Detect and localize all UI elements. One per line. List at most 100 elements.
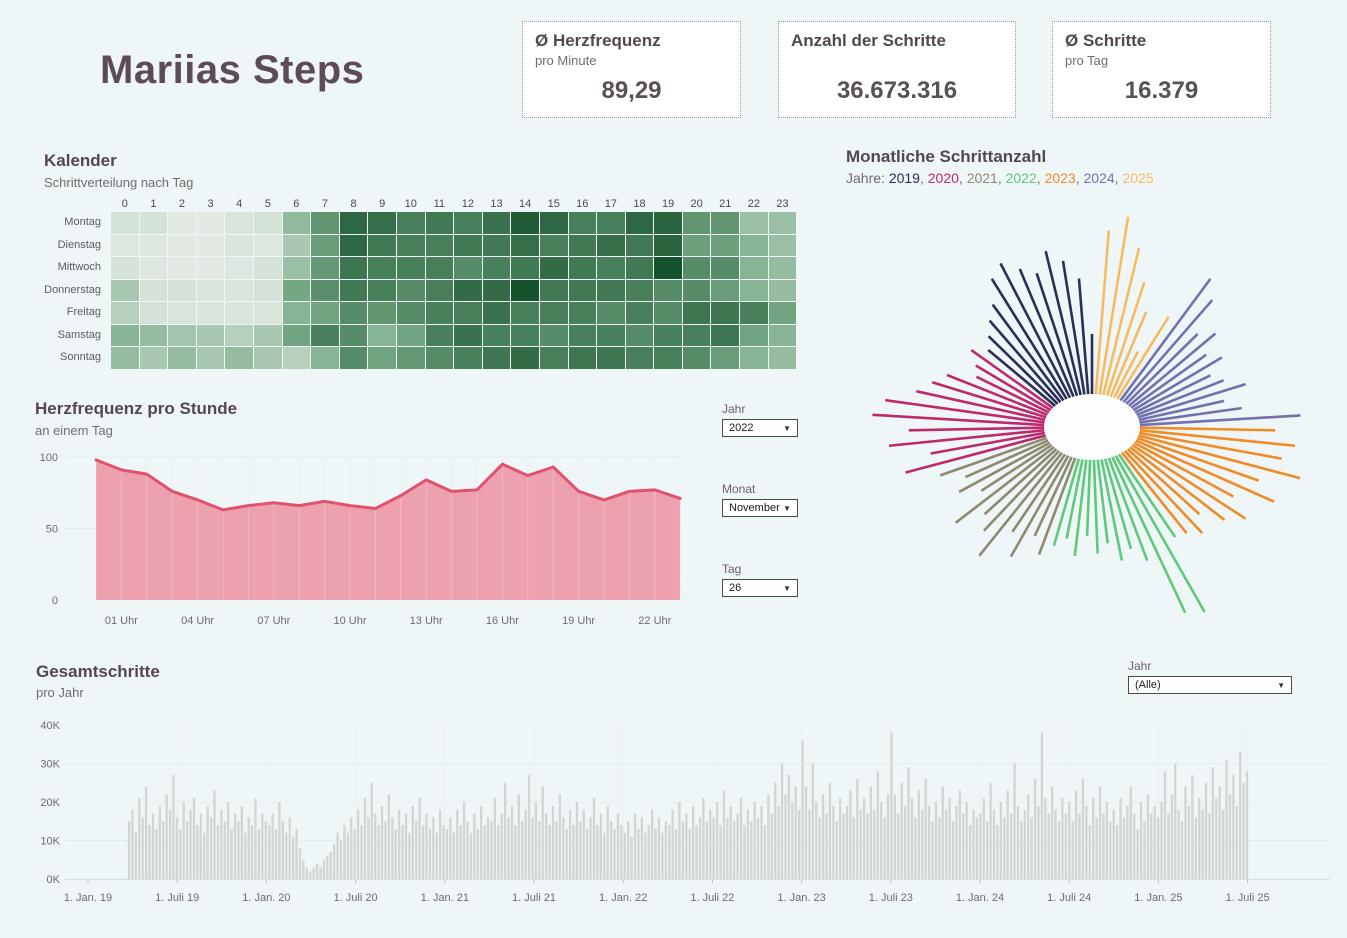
heatmap-cell[interactable] (196, 234, 225, 256)
heatmap-cell[interactable] (311, 324, 339, 346)
heatmap-cell[interactable] (454, 347, 482, 369)
heatmap-cell[interactable] (111, 324, 139, 346)
heatmap-cell[interactable] (111, 257, 139, 279)
heatmap-cell[interactable] (139, 234, 168, 256)
heatmap-cell[interactable] (396, 279, 425, 301)
heatmap-cell[interactable] (711, 279, 740, 301)
heatmap-cell[interactable] (511, 302, 539, 324)
heatmap-cell[interactable] (511, 257, 539, 279)
heatmap-cell[interactable] (396, 347, 425, 369)
heatmap-cell[interactable] (253, 257, 282, 279)
heatmap-cell[interactable] (253, 279, 282, 301)
heatmap-cell[interactable] (740, 257, 768, 279)
filter-jahr-alle-dropdown[interactable]: (Alle) ▼ (1128, 676, 1292, 694)
heatmap-cell[interactable] (568, 234, 597, 256)
heatmap-cell[interactable] (682, 234, 711, 256)
heatmap-cell[interactable] (654, 279, 682, 301)
heatmap-cell[interactable] (139, 212, 168, 234)
legend-year-2022[interactable]: 2022 (1005, 170, 1037, 186)
heatmap-cell[interactable] (282, 212, 311, 234)
heatmap-cell[interactable] (511, 347, 539, 369)
heatmap-cell[interactable] (311, 234, 339, 256)
heatmap-cell[interactable] (196, 212, 225, 234)
heatmap-cell[interactable] (768, 257, 797, 279)
heatmap-cell[interactable] (368, 324, 396, 346)
heatmap-cell[interactable] (282, 279, 311, 301)
heatmap-cell[interactable] (168, 324, 196, 346)
heatmap-cell[interactable] (425, 347, 454, 369)
heatmap-cell[interactable] (768, 324, 797, 346)
heatmap-cell[interactable] (111, 347, 139, 369)
heatmap-cell[interactable] (625, 234, 654, 256)
heatmap-cell[interactable] (196, 279, 225, 301)
heatmap-cell[interactable] (539, 257, 568, 279)
heatmap-cell[interactable] (253, 347, 282, 369)
heatmap-cell[interactable] (682, 347, 711, 369)
heatmap-cell[interactable] (282, 347, 311, 369)
heatmap-cell[interactable] (625, 212, 654, 234)
heatmap-cell[interactable] (625, 279, 654, 301)
heatmap-cell[interactable] (368, 279, 396, 301)
heatmap-cell[interactable] (111, 234, 139, 256)
kalender-heatmap[interactable]: 0 1 2 3 4 5 6 7 8 9 10 11 12 13 14 15 16 17 18 19 20 21 22 23 Mo… (44, 197, 797, 369)
heatmap-cell[interactable] (539, 212, 568, 234)
heatmap-cell[interactable] (225, 279, 253, 301)
heatmap-cell[interactable] (225, 347, 253, 369)
heatmap-cell[interactable] (454, 302, 482, 324)
heatmap-cell[interactable] (225, 324, 253, 346)
heatmap-cell[interactable] (768, 279, 797, 301)
heatmap-cell[interactable] (368, 234, 396, 256)
heatmap-cell[interactable] (253, 234, 282, 256)
heatmap-cell[interactable] (339, 302, 368, 324)
heatmap-cell[interactable] (425, 257, 454, 279)
legend-year-2024[interactable]: 2024 (1083, 170, 1115, 186)
heatmap-cell[interactable] (682, 212, 711, 234)
heatmap-cell[interactable] (740, 302, 768, 324)
heatmap-cell[interactable] (654, 212, 682, 234)
heatmap-cell[interactable] (168, 279, 196, 301)
heatmap-cell[interactable] (425, 212, 454, 234)
heatmap-cell[interactable] (225, 257, 253, 279)
heatmap-cell[interactable] (196, 302, 225, 324)
heatmap-cell[interactable] (711, 302, 740, 324)
legend-year-2020[interactable]: 2020 (927, 170, 959, 186)
heatmap-cell[interactable] (253, 212, 282, 234)
heatmap-cell[interactable] (311, 279, 339, 301)
monatliche-schrittanzahl-chart[interactable] (850, 190, 1340, 640)
heatmap-cell[interactable] (740, 279, 768, 301)
heatmap-cell[interactable] (368, 347, 396, 369)
heatmap-cell[interactable] (654, 347, 682, 369)
heatmap-cell[interactable] (711, 212, 740, 234)
heatmap-cell[interactable] (597, 212, 625, 234)
heatmap-cell[interactable] (482, 279, 511, 301)
gesamtschritte-chart[interactable]: 0K 10K 20K 30K 40K 1. Jan. 19 1. Juli 19 1. Jan… (30, 705, 1342, 935)
heatmap-cell[interactable] (511, 212, 539, 234)
heatmap-cell[interactable] (196, 257, 225, 279)
heatmap-cell[interactable] (482, 234, 511, 256)
heatmap-cell[interactable] (282, 324, 311, 346)
heatmap-cell[interactable] (339, 234, 368, 256)
legend-year-2023[interactable]: 2023 (1044, 170, 1076, 186)
heatmap-cell[interactable] (396, 324, 425, 346)
heatmap-cell[interactable] (311, 347, 339, 369)
heatmap-cell[interactable] (454, 257, 482, 279)
heatmap-cell[interactable] (396, 257, 425, 279)
heatmap-cell[interactable] (711, 347, 740, 369)
heatmap-cell[interactable] (711, 324, 740, 346)
heatmap-cell[interactable] (597, 257, 625, 279)
heatmap-cell[interactable] (568, 257, 597, 279)
heatmap-cell[interactable] (482, 324, 511, 346)
heatmap-cell[interactable] (539, 347, 568, 369)
heatmap-cell[interactable] (682, 279, 711, 301)
heatmap-cell[interactable] (511, 279, 539, 301)
heatmap-cell[interactable] (168, 347, 196, 369)
heatmap-cell[interactable] (740, 212, 768, 234)
heatmap-cell[interactable] (454, 279, 482, 301)
heatmap-cell[interactable] (225, 212, 253, 234)
heatmap-cell[interactable] (311, 302, 339, 324)
heatmap-cell[interactable] (682, 257, 711, 279)
heatmap-cell[interactable] (139, 324, 168, 346)
heatmap-cell[interactable] (568, 347, 597, 369)
legend-year-2025[interactable]: 2025 (1122, 170, 1154, 186)
heatmap-cell[interactable] (196, 324, 225, 346)
